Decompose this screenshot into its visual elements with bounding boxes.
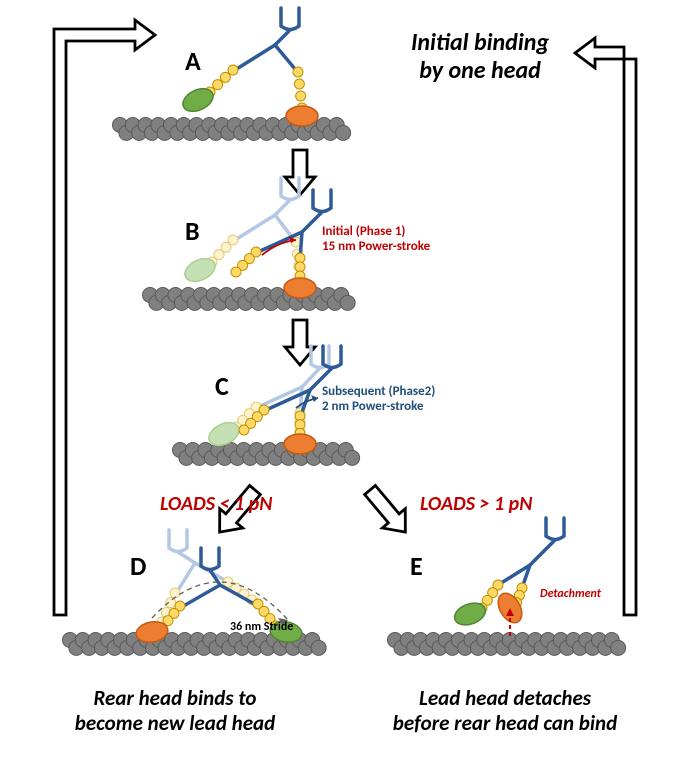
state-E-letter: E xyxy=(410,550,423,582)
state-E: E Detachment xyxy=(388,518,626,655)
caption-D-line2: become new lead head xyxy=(75,710,276,736)
annot-C-line2: 2 nm Power-stroke xyxy=(322,399,424,414)
state-B-letter: B xyxy=(185,215,200,247)
caption-D-line1: Rear head binds to xyxy=(94,685,257,711)
actin-E xyxy=(388,633,626,656)
state-A: A xyxy=(113,8,351,140)
state-B: B Initial (Phase 1) 15 nm Power-stroke xyxy=(143,178,431,310)
actin-B xyxy=(143,288,356,311)
title-line1: Initial binding xyxy=(411,28,549,57)
caption-E-line2: before rear head can bind xyxy=(393,710,618,736)
state-C-letter: C xyxy=(215,370,229,402)
cycle-arrow-right xyxy=(575,38,636,615)
diagram-canvas: Initial binding by one head A B Initial … xyxy=(0,0,680,761)
annot-B-line1: Initial (Phase 1) xyxy=(322,224,405,239)
motor-E xyxy=(452,518,564,629)
branch-E-label: LOADS > 1 pN xyxy=(420,492,532,516)
state-D: D 36 nm Stride xyxy=(63,530,327,655)
caption-E-line1: Lead head detaches xyxy=(419,685,592,711)
branch-D-label: LOADS < 1 pN xyxy=(160,492,272,516)
state-C: C Subsequent (Phase2) 2 nm Power-stroke xyxy=(173,346,436,465)
state-D-letter: D xyxy=(130,550,146,582)
annot-C-line1: Subsequent (Phase2) xyxy=(322,384,435,399)
actin-C xyxy=(173,443,360,466)
state-A-letter: A xyxy=(185,45,201,77)
arrow-C-to-E xyxy=(359,480,417,541)
detach-label: Detachment xyxy=(540,587,602,601)
cycle-arrow-left xyxy=(54,20,155,615)
title-line2: by one head xyxy=(419,56,541,85)
annot-B-line2: 15 nm Power-stroke xyxy=(322,239,431,254)
motor-B xyxy=(181,178,331,298)
stride-label: 36 nm Stride xyxy=(230,620,293,634)
